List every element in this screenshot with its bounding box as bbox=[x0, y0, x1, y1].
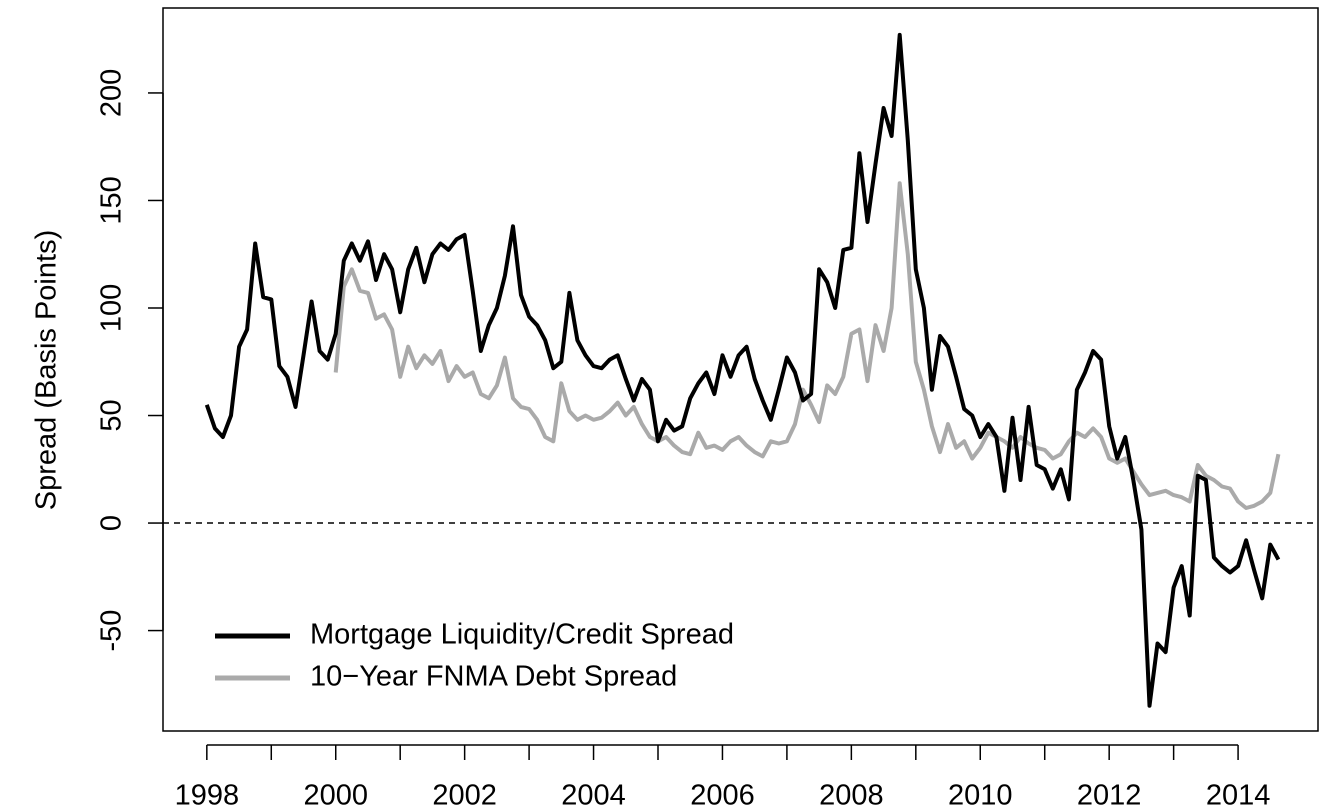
x-tick-label: 2012 bbox=[1077, 780, 1142, 811]
y-tick-label: 0 bbox=[96, 515, 128, 531]
y-tick-label: 150 bbox=[96, 176, 128, 224]
y-tick-label: 50 bbox=[96, 399, 128, 431]
legend-label: Mortgage Liquidity/Credit Spread bbox=[310, 619, 734, 651]
x-tick-label: 2000 bbox=[303, 780, 368, 811]
x-tick-label: 2002 bbox=[432, 780, 497, 811]
x-tick-label: 2006 bbox=[690, 780, 755, 811]
x-tick-label: 2010 bbox=[948, 780, 1013, 811]
legend-label: 10−Year FNMA Debt Spread bbox=[310, 661, 677, 693]
series-line bbox=[204, 32, 1281, 708]
x-tick-label: 2008 bbox=[819, 780, 884, 811]
series-line bbox=[333, 181, 1281, 510]
y-axis-label: Spread (Basis Points) bbox=[31, 230, 63, 510]
x-tick-label: 2004 bbox=[561, 780, 626, 811]
x-tick-label: 1998 bbox=[175, 780, 240, 811]
y-tick-label: -50 bbox=[96, 610, 128, 652]
x-tick-label: 2014 bbox=[1206, 780, 1271, 811]
y-tick-label: 100 bbox=[96, 284, 128, 332]
y-tick-label: 200 bbox=[96, 69, 128, 117]
